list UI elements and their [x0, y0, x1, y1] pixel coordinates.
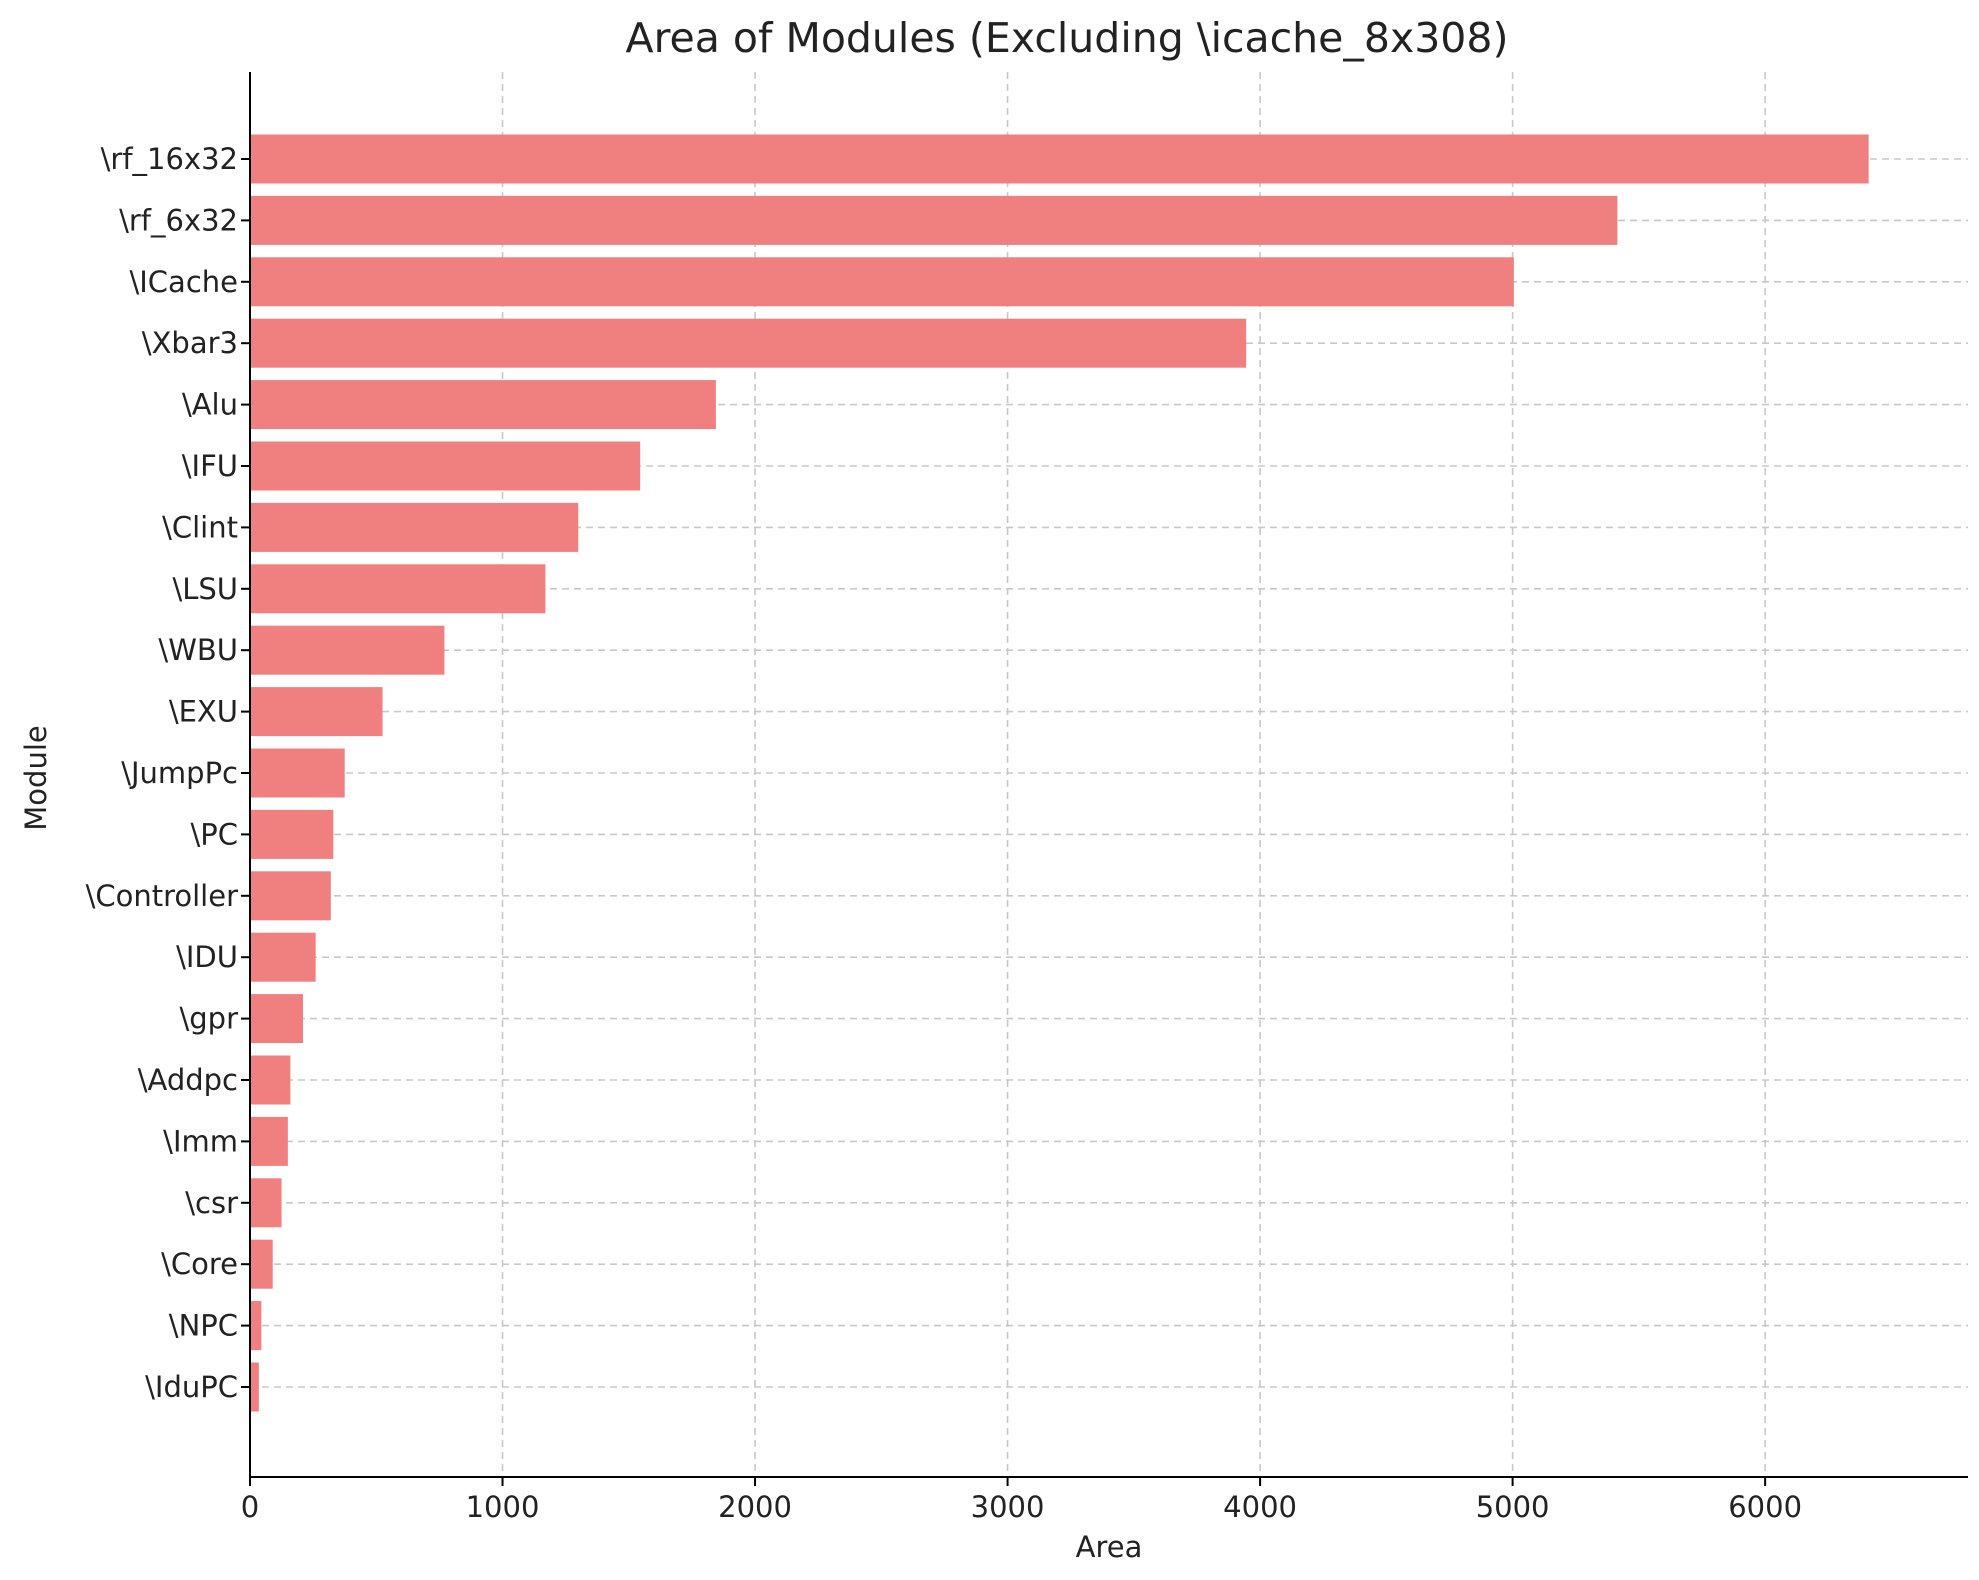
bar — [250, 625, 445, 675]
grid-lines — [250, 72, 1968, 1477]
y-tick-label: \PC — [190, 817, 238, 851]
y-axis-title: Module — [19, 725, 53, 830]
x-axis-title: Area — [1076, 1530, 1143, 1564]
bar — [250, 748, 345, 798]
chart-title: Area of Modules (Excluding \icache_8x308… — [626, 14, 1509, 62]
y-tick-label: \csr — [185, 1186, 238, 1220]
y-tick-label: \Addpc — [138, 1063, 238, 1097]
y-tick-label: \LSU — [172, 572, 238, 606]
bar — [250, 1055, 291, 1105]
bar — [250, 809, 334, 859]
y-tick-label: \rf_6x32 — [119, 203, 238, 237]
y-tick-labels: \rf_16x32 \rf_6x32 \ICache \Xbar3 \Alu \IFU \C… — [86, 142, 250, 1404]
x-tick-label: 5000 — [1476, 1490, 1550, 1524]
bar — [250, 1362, 259, 1412]
y-tick-label: \IduPC — [145, 1370, 238, 1404]
x-tick-label: 2000 — [718, 1490, 792, 1524]
x-tick-label: 6000 — [1728, 1490, 1802, 1524]
bar — [250, 1178, 282, 1228]
bar — [250, 871, 331, 921]
y-tick-label: \IFU — [182, 449, 238, 483]
y-tick-label: \NPC — [169, 1309, 238, 1343]
x-tick-label: 3000 — [971, 1490, 1045, 1524]
y-tick-label: \Alu — [182, 388, 238, 422]
y-tick-label: \rf_16x32 — [101, 142, 238, 176]
x-tick-label: 0 — [241, 1490, 259, 1524]
y-tick-label: \Clint — [162, 510, 238, 544]
bar — [250, 134, 1869, 184]
bar — [250, 318, 1247, 368]
y-tick-label: \WBU — [158, 633, 238, 667]
bar — [250, 441, 641, 491]
bar — [250, 1239, 273, 1289]
y-tick-label: \ICache — [129, 265, 238, 299]
bar — [250, 687, 383, 737]
y-tick-label: \Xbar3 — [142, 326, 238, 360]
x-tick-label: 1000 — [466, 1490, 540, 1524]
x-tick-label: 4000 — [1223, 1490, 1297, 1524]
y-tick-label: \Controller — [86, 879, 238, 913]
y-tick-label: \IDU — [176, 940, 238, 974]
y-tick-label: \JumpPc — [121, 756, 238, 790]
bars — [250, 134, 1869, 1412]
bar — [250, 1116, 288, 1166]
bar — [250, 932, 316, 982]
y-tick-label: \Core — [161, 1247, 238, 1281]
y-tick-label: \gpr — [179, 1002, 238, 1036]
bar — [250, 195, 1618, 245]
bar — [250, 502, 579, 552]
bar — [250, 1301, 262, 1351]
x-tick-labels: 0 1000 2000 3000 4000 5000 6000 — [241, 1477, 1802, 1524]
bar — [250, 380, 716, 430]
bar — [250, 564, 546, 614]
y-tick-label: \Imm — [163, 1124, 238, 1158]
y-tick-label: \EXU — [169, 695, 238, 729]
bar — [250, 257, 1514, 307]
bar — [250, 994, 304, 1044]
